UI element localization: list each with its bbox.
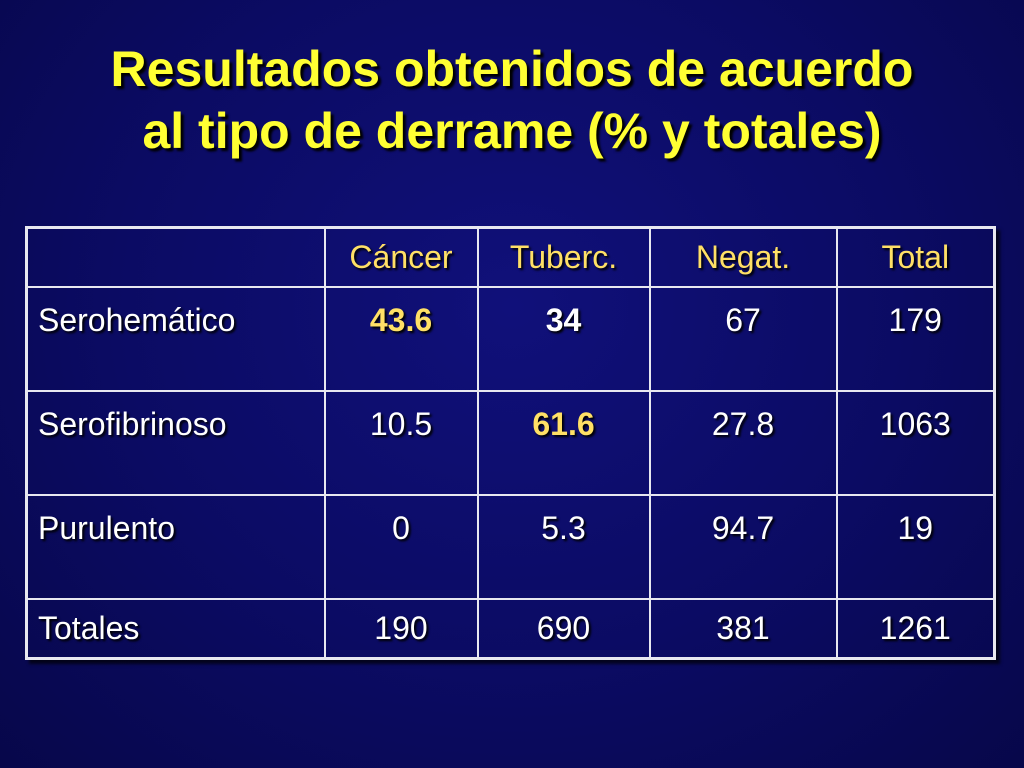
table-cell: 190 [323,598,479,660]
table-cell: 1063 [835,390,996,496]
table-cell: 5.3 [476,494,651,600]
table-cell: 381 [648,598,838,660]
header-cell-negat: Negat. [648,226,838,288]
table-cell: 1261 [835,598,996,660]
row-label: Serohemático [25,286,326,392]
table-row: Purulento 0 5.3 94.7 19 [25,494,996,600]
row-label: Purulento [25,494,326,600]
slide-title-line-2: al tipo de derrame (% y totales) [142,103,882,159]
table-cell: 19 [835,494,996,600]
table-cell: 10.5 [323,390,479,496]
row-label: Totales [25,598,326,660]
table-row: Serofibrinoso 10.5 61.6 27.8 1063 [25,390,996,496]
table-cell: 179 [835,286,996,392]
header-cell-empty [25,226,326,288]
table-row-totals: Totales 190 690 381 1261 [25,598,996,660]
table-cell: 67 [648,286,838,392]
results-table: Cáncer Tuberc. Negat. Total Serohemático… [25,226,996,660]
header-cell-cancer: Cáncer [323,226,479,288]
table-cell: 0 [323,494,479,600]
table-cell: 61.6 [476,390,651,496]
table-cell: 27.8 [648,390,838,496]
header-cell-tuberc: Tuberc. [476,226,651,288]
slide-title: Resultados obtenidos de acuerdo al tipo … [0,38,1024,162]
table-cell: 94.7 [648,494,838,600]
table-row: Serohemático 43.6 34 67 179 [25,286,996,392]
slide-title-line-1: Resultados obtenidos de acuerdo [110,41,914,97]
table-header-row: Cáncer Tuberc. Negat. Total [25,226,996,288]
table-cell: 43.6 [323,286,479,392]
table-cell: 690 [476,598,651,660]
header-cell-total: Total [835,226,996,288]
table-cell: 34 [476,286,651,392]
row-label: Serofibrinoso [25,390,326,496]
